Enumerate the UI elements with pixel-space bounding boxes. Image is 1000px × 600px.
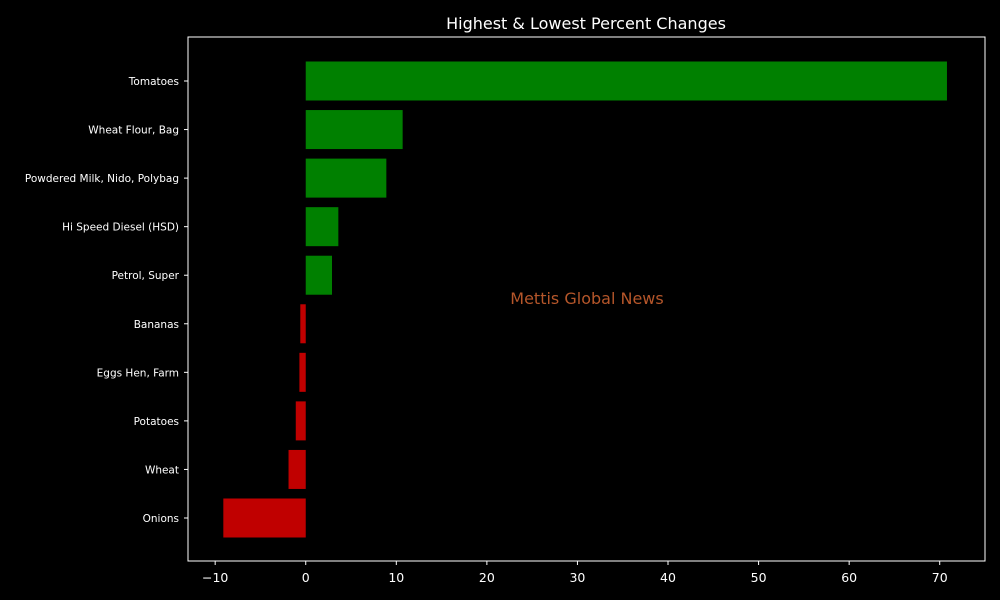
category-label: Hi Speed Diesel (HSD) xyxy=(62,222,179,234)
x-tick-label: 30 xyxy=(569,570,585,585)
x-tick-label: 10 xyxy=(388,570,404,585)
category-labels: Tomatoes Wheat Flour, Bag Powdered Milk, N… xyxy=(25,76,188,525)
category-label: Onions xyxy=(143,513,179,525)
category-label: Potatoes xyxy=(134,416,179,428)
bars-group xyxy=(223,61,947,538)
bar xyxy=(305,61,947,101)
chart-title: Highest & Lowest Percent Changes xyxy=(446,14,726,33)
category-label: Wheat xyxy=(145,464,179,476)
x-tick-label: 20 xyxy=(479,570,495,585)
x-axis-ticks: −10 0 10 20 30 40 50 60 70 xyxy=(202,561,948,585)
bar xyxy=(305,207,339,247)
x-tick-label: 60 xyxy=(841,570,857,585)
x-tick-label: 70 xyxy=(932,570,948,585)
watermark-label: Mettis Global News xyxy=(510,289,663,308)
x-tick-label: 40 xyxy=(660,570,676,585)
bar xyxy=(305,158,387,198)
bar xyxy=(305,110,403,150)
category-label: Wheat Flour, Bag xyxy=(88,125,179,137)
bar xyxy=(305,255,333,295)
category-label: Powdered Milk, Nido, Polybag xyxy=(25,173,179,185)
bar xyxy=(223,498,306,538)
x-tick-label: −10 xyxy=(202,570,228,585)
category-label: Eggs Hen, Farm xyxy=(97,367,179,379)
category-label: Bananas xyxy=(134,319,179,331)
x-tick-label: 50 xyxy=(751,570,767,585)
category-label: Petrol, Super xyxy=(112,270,180,282)
category-label: Tomatoes xyxy=(128,76,179,88)
bar xyxy=(295,401,306,441)
bar xyxy=(300,304,306,344)
x-tick-label: 0 xyxy=(302,570,310,585)
bar xyxy=(288,449,306,489)
bar xyxy=(299,352,306,392)
